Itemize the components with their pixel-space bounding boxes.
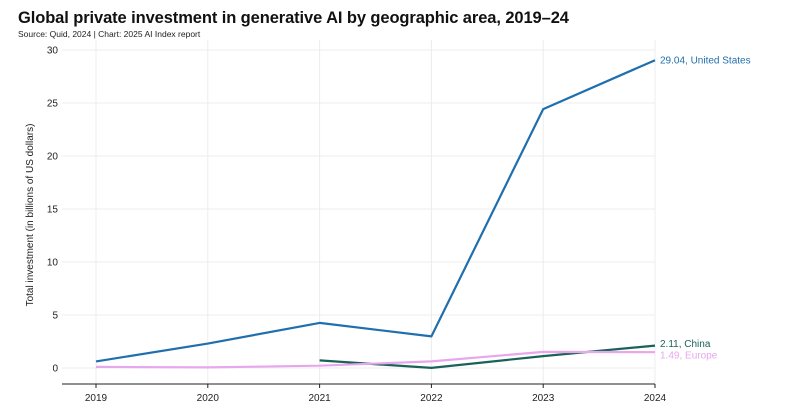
- y-tick-label: 5: [52, 311, 58, 322]
- series-lines: [95, 59, 656, 369]
- end-label-china: 2.11, China: [660, 339, 711, 350]
- end-label-europe: 1.49, Europe: [660, 351, 718, 362]
- y-tick-label: 15: [47, 205, 59, 216]
- chart-subtitle: Source: Quid, 2024 | Chart: 2025 AI Inde…: [18, 29, 201, 39]
- y-tick-label: 10: [47, 258, 59, 269]
- end-label-united-states: 29.04, United States: [660, 56, 751, 67]
- x-tick-label: 2021: [308, 393, 331, 404]
- y-tick-label: 30: [47, 46, 59, 57]
- x-tick-label: 2023: [532, 393, 555, 404]
- x-tick-label: 2022: [420, 393, 443, 404]
- y-axis-label: Total investment (in billions of US doll…: [25, 124, 36, 307]
- series-line-europe: [95, 350, 656, 369]
- x-tick-label: 2019: [85, 393, 108, 404]
- y-tick-label: 20: [47, 152, 59, 163]
- series-line-united-states: [95, 59, 656, 363]
- x-tick-label: 2024: [644, 393, 667, 404]
- x-tick-label: 2020: [197, 393, 220, 404]
- chart-title: Global private investment in generative …: [18, 9, 569, 27]
- y-tick-label: 0: [52, 364, 58, 375]
- y-tick-label: 25: [47, 99, 59, 110]
- tick-labels: 0 5 10 15 20 25 30 2019 2020 2021 2022 2023 2024: [47, 46, 667, 405]
- grid-lines: [62, 40, 656, 384]
